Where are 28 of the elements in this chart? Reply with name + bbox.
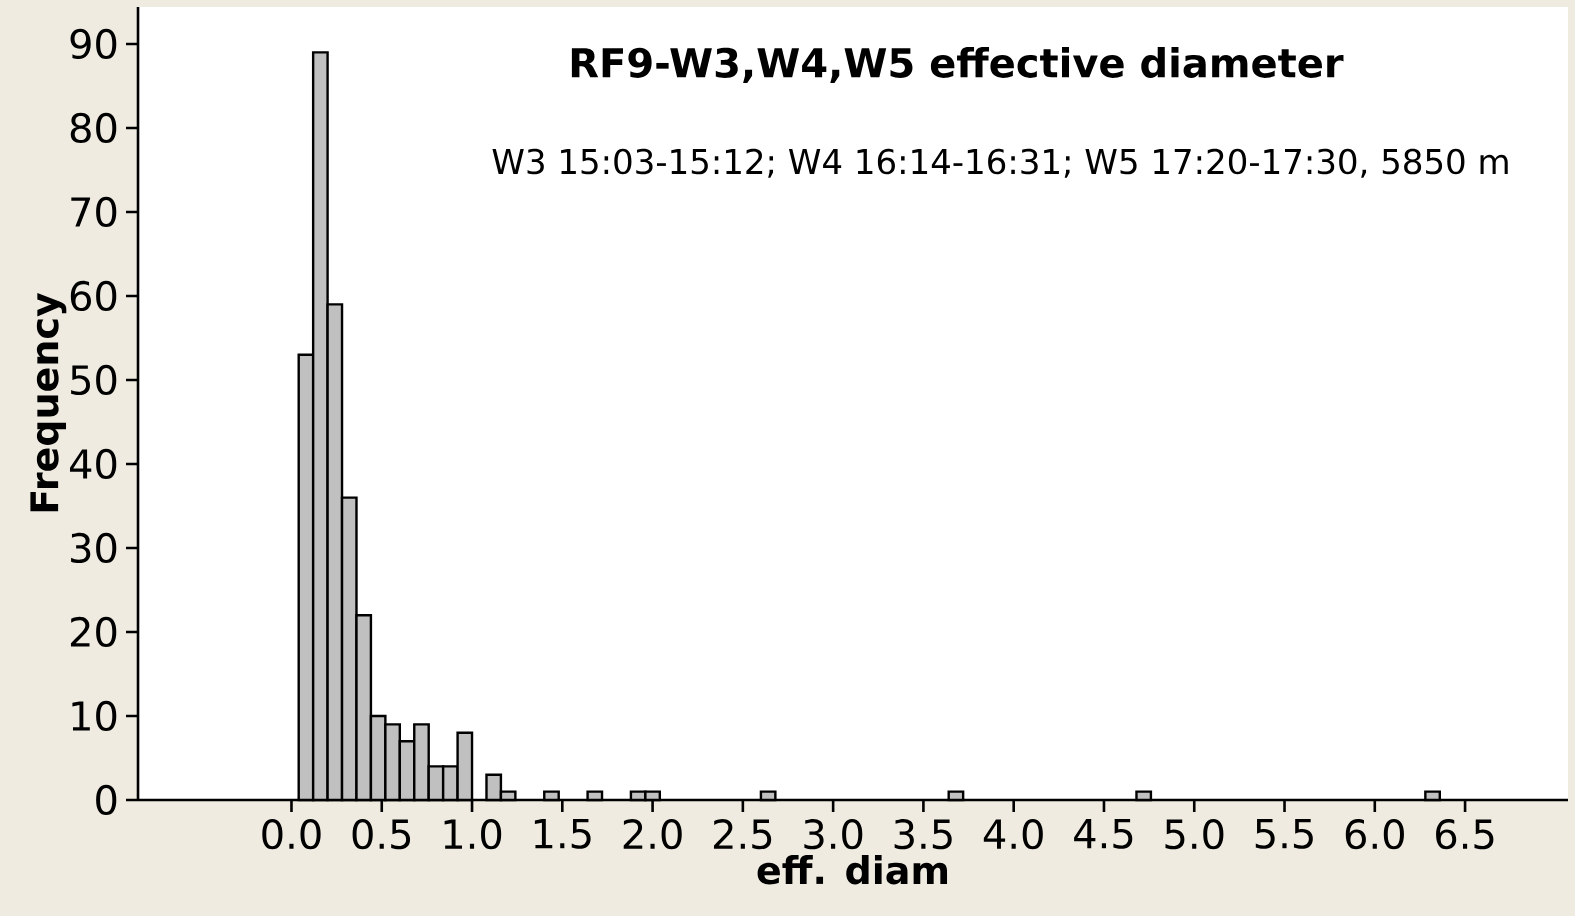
y-tick-label: 20 (70, 616, 117, 648)
x-tick-label: 1.5 (534, 819, 591, 849)
y-tick-label: 90 (70, 28, 117, 60)
x-tick-label: 4.0 (983, 819, 1043, 850)
x-axis-title: eff. diam (757, 855, 948, 885)
x-tick-label: 0.5 (352, 819, 411, 850)
x-tick-label: 5.5 (1255, 819, 1313, 849)
text: RF9-W3,W4,W5 effective diameter (571, 46, 1344, 83)
y-tick-label: 10 (72, 700, 117, 732)
x-tick-label: 0.0 (262, 819, 321, 850)
x-tick-label: 2.5 (713, 819, 772, 850)
y-tick-label: 50 (71, 364, 117, 396)
y-tick-label: 30 (71, 532, 117, 564)
x-tick-label: 2.0 (623, 819, 682, 850)
x-tick-label: 3.5 (894, 819, 952, 850)
x-tick-label: 3.0 (804, 819, 863, 850)
x-tick-label: 6.0 (1345, 819, 1404, 850)
y-tick-label: 40 (69, 448, 117, 480)
x-tick-label: 1.0 (444, 819, 502, 850)
y-tick-label: 60 (70, 280, 117, 312)
y-axis-title: Frequency (30, 292, 67, 512)
y-tick-label: 70 (71, 196, 117, 228)
x-tick-label: 4.5 (1074, 819, 1133, 849)
y-tick-label: 80 (70, 112, 117, 144)
y-tick-label: 0 (96, 784, 117, 816)
x-tick-label: 5.0 (1165, 819, 1224, 850)
x-tick-label: 6.5 (1436, 819, 1494, 850)
text: W3 15:03-15:12; W4 16:14-16:31; W5 17:20-17:30, 5850 m (492, 148, 1508, 178)
